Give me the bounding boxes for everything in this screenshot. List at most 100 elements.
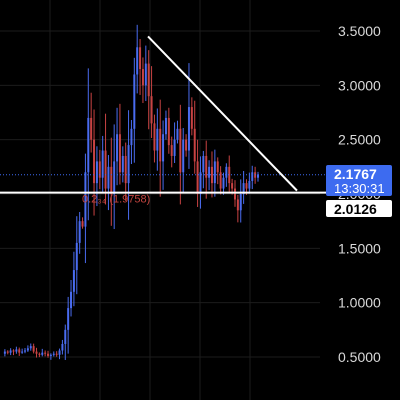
candle-body: [162, 134, 165, 162]
candle-body: [190, 107, 193, 129]
candle-body: [133, 74, 136, 129]
candle-body: [213, 161, 216, 184]
candle-body: [141, 69, 144, 86]
candle-body: [52, 353, 55, 355]
candle-body: [242, 183, 245, 194]
candle-body: [216, 161, 219, 173]
candle-body: [26, 348, 29, 351]
candle-body: [127, 145, 130, 184]
descending-trendline: [147, 35, 298, 192]
candle-body: [81, 221, 84, 227]
candle-body: [225, 166, 228, 178]
candle-body: [173, 139, 176, 156]
candle-body: [245, 183, 248, 189]
candle-body: [78, 221, 81, 243]
candle-body: [84, 172, 87, 227]
candle-body: [104, 150, 107, 189]
candle-body: [72, 270, 75, 292]
candle-body: [231, 183, 234, 189]
candle-body: [15, 349, 18, 352]
candle-body: [222, 177, 225, 189]
candle-body: [70, 291, 73, 309]
candle-body: [150, 96, 153, 124]
candle-body: [9, 350, 12, 353]
candle-body: [116, 134, 119, 162]
candle-body: [205, 155, 208, 178]
candle-body: [21, 351, 24, 353]
candle-body: [18, 349, 21, 353]
y-axis-tick-label: 3.5000: [338, 23, 381, 39]
candle-body: [44, 352, 47, 354]
candle-body: [208, 166, 211, 178]
y-axis-tick-label: 1.5000: [338, 240, 381, 256]
low-marker-label: 0.2₃₄ (1.9758): [82, 194, 150, 206]
candle-body: [95, 161, 98, 184]
candle-body: [98, 161, 101, 178]
candle-body: [58, 350, 61, 355]
candle-body: [29, 346, 32, 349]
candle-body: [239, 194, 242, 211]
candle-body: [121, 155, 124, 173]
candle-body: [167, 117, 170, 146]
candle-body: [164, 117, 167, 135]
candle-body: [233, 188, 236, 200]
candle-body: [32, 346, 35, 352]
candle-body: [124, 155, 127, 184]
candle-body: [6, 351, 9, 353]
candle-body: [185, 139, 188, 151]
candle-body: [193, 128, 196, 162]
candle-body: [219, 172, 222, 189]
candle-body: [236, 199, 239, 211]
candle-body: [55, 353, 58, 355]
candle-body: [101, 150, 104, 178]
candle-body: [202, 155, 205, 173]
candle-body: [49, 354, 52, 356]
candle-countdown: 13:30:31: [334, 181, 385, 196]
candle-body: [251, 172, 254, 181]
y-axis-tick-label: 1.0000: [338, 295, 381, 311]
candle-body: [130, 128, 133, 146]
y-axis-tick-label: 3.0000: [338, 77, 381, 93]
candle-body: [12, 350, 15, 352]
y-axis-tick-label: 2.5000: [338, 132, 381, 148]
candle-body: [61, 343, 64, 351]
candle-body: [67, 308, 70, 330]
candle-body: [170, 145, 173, 156]
candle-body: [147, 63, 150, 97]
candle-body: [248, 180, 251, 189]
candle-body: [24, 350, 27, 352]
candle-body: [107, 166, 110, 189]
candle-body: [87, 117, 90, 173]
candle-body: [3, 351, 6, 354]
horizontal-level-badge: 2.0126: [326, 200, 392, 217]
candle-body: [199, 172, 202, 194]
candle-body: [64, 329, 67, 344]
current-price-badge: 2.1767 13:30:31: [326, 165, 392, 196]
candle-body: [196, 161, 199, 194]
candle-body: [159, 128, 162, 162]
candle-body: [210, 166, 213, 184]
candle-body: [176, 128, 179, 140]
candle-body: [136, 47, 139, 75]
candle-body: [153, 123, 156, 151]
candle-body: [118, 134, 121, 173]
candle-body: [179, 128, 182, 173]
candle-body: [110, 166, 113, 194]
candle-body: [228, 166, 231, 184]
candle-body: [257, 174, 259, 178]
candle-body: [144, 63, 147, 86]
current-price-value: 2.1767: [334, 166, 377, 182]
candle-body: [156, 128, 159, 151]
candle-body: [75, 242, 78, 271]
candle-body: [139, 47, 142, 70]
candle-body: [47, 353, 50, 356]
candle-body: [38, 353, 41, 355]
candle-body: [113, 161, 116, 194]
candle-body: [187, 107, 190, 151]
candle-body: [35, 351, 38, 354]
candle-body: [41, 352, 44, 355]
horizontal-level-value: 2.0126: [334, 201, 377, 217]
candle-body: [182, 139, 185, 173]
candle-body: [90, 117, 93, 140]
y-axis-tick-label: 0.5000: [338, 349, 381, 365]
